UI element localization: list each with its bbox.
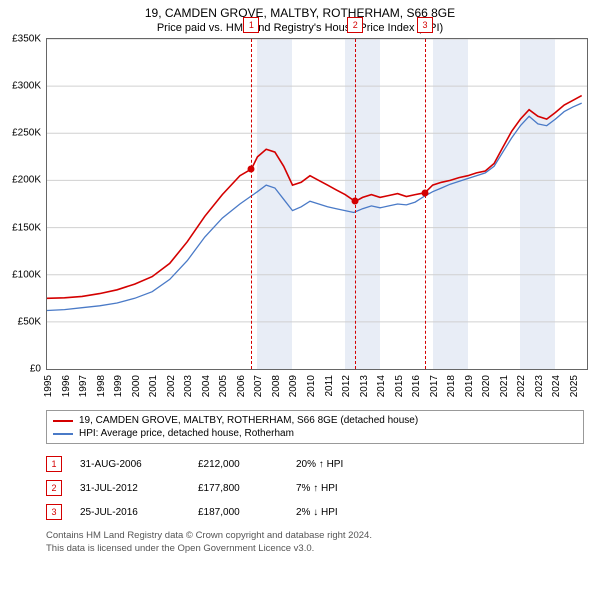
x-axis-label: 1996 xyxy=(61,375,72,397)
x-axis-label: 1997 xyxy=(78,375,89,397)
table-row: 1 31-AUG-2006 £212,000 20% ↑ HPI xyxy=(46,452,584,476)
table-row: 2 31-JUL-2012 £177,800 7% ↑ HPI xyxy=(46,476,584,500)
x-axis-label: 2005 xyxy=(218,375,229,397)
x-axis-label: 2017 xyxy=(429,375,440,397)
row-diff: 20% ↑ HPI xyxy=(296,459,386,470)
x-axis-label: 2010 xyxy=(306,375,317,397)
legend-item: HPI: Average price, detached house, Roth… xyxy=(53,427,577,440)
row-badge: 1 xyxy=(46,456,62,472)
x-axis-label: 2021 xyxy=(499,375,510,397)
x-axis-label: 2001 xyxy=(148,375,159,397)
marker-badge: 3 xyxy=(417,17,433,33)
y-axis-label: £250K xyxy=(12,128,41,139)
y-axis-label: £100K xyxy=(12,269,41,280)
legend-item: 19, CAMDEN GROVE, MALTBY, ROTHERHAM, S66… xyxy=(53,414,577,427)
footer-line: This data is licensed under the Open Gov… xyxy=(46,543,584,556)
marker-dot xyxy=(248,166,255,173)
legend-swatch xyxy=(53,433,73,435)
x-axis-label: 1998 xyxy=(96,375,107,397)
x-axis-label: 2009 xyxy=(288,375,299,397)
x-axis-label: 2020 xyxy=(481,375,492,397)
chart-subtitle: Price paid vs. HM Land Registry's House … xyxy=(0,20,600,38)
legend: 19, CAMDEN GROVE, MALTBY, ROTHERHAM, S66… xyxy=(46,410,584,444)
x-axis-label: 2002 xyxy=(166,375,177,397)
legend-swatch xyxy=(53,420,73,422)
marker-dot xyxy=(352,198,359,205)
x-axis-label: 2003 xyxy=(183,375,194,397)
y-axis-label: £300K xyxy=(12,81,41,92)
x-axis-label: 2019 xyxy=(464,375,475,397)
footer-attribution: Contains HM Land Registry data © Crown c… xyxy=(46,530,584,556)
table-row: 3 25-JUL-2016 £187,000 2% ↓ HPI xyxy=(46,500,584,524)
x-axis-label: 2006 xyxy=(236,375,247,397)
legend-label: HPI: Average price, detached house, Roth… xyxy=(79,428,294,439)
y-axis-label: £350K xyxy=(12,34,41,45)
marker-badge: 1 xyxy=(243,17,259,33)
x-axis-label: 2000 xyxy=(131,375,142,397)
x-axis-label: 2014 xyxy=(376,375,387,397)
chart-title: 19, CAMDEN GROVE, MALTBY, ROTHERHAM, S66… xyxy=(0,0,600,20)
x-axis-label: 2024 xyxy=(551,375,562,397)
y-axis-label: £0 xyxy=(30,364,41,375)
x-axis-label: 2004 xyxy=(201,375,212,397)
marker-badge: 2 xyxy=(347,17,363,33)
row-date: 31-JUL-2012 xyxy=(80,483,180,494)
x-axis-label: 2023 xyxy=(534,375,545,397)
x-axis-label: 2007 xyxy=(253,375,264,397)
x-axis-label: 1999 xyxy=(113,375,124,397)
x-axis-label: 1995 xyxy=(43,375,54,397)
y-axis-label: £50K xyxy=(18,316,41,327)
footer-line: Contains HM Land Registry data © Crown c… xyxy=(46,530,584,543)
x-axis-label: 2022 xyxy=(516,375,527,397)
x-axis-label: 2013 xyxy=(359,375,370,397)
series-line xyxy=(47,96,582,299)
row-badge: 3 xyxy=(46,504,62,520)
line-chart: £0£50K£100K£150K£200K£250K£300K£350K1995… xyxy=(46,38,588,370)
y-axis-label: £150K xyxy=(12,222,41,233)
x-axis-label: 2016 xyxy=(411,375,422,397)
x-axis-label: 2018 xyxy=(446,375,457,397)
x-axis-label: 2015 xyxy=(394,375,405,397)
row-badge: 2 xyxy=(46,480,62,496)
x-axis-label: 2008 xyxy=(271,375,282,397)
row-date: 31-AUG-2006 xyxy=(80,459,180,470)
x-axis-label: 2025 xyxy=(569,375,580,397)
marker-line xyxy=(425,39,426,369)
transactions-table: 1 31-AUG-2006 £212,000 20% ↑ HPI 2 31-JUL-201… xyxy=(46,452,584,524)
row-price: £212,000 xyxy=(198,459,278,470)
row-price: £177,800 xyxy=(198,483,278,494)
legend-label: 19, CAMDEN GROVE, MALTBY, ROTHERHAM, S66… xyxy=(79,415,418,426)
row-diff: 2% ↓ HPI xyxy=(296,507,386,518)
row-diff: 7% ↑ HPI xyxy=(296,483,386,494)
marker-dot xyxy=(422,189,429,196)
row-date: 25-JUL-2016 xyxy=(80,507,180,518)
marker-line xyxy=(251,39,252,369)
x-axis-label: 2011 xyxy=(324,375,335,397)
row-price: £187,000 xyxy=(198,507,278,518)
chart-svg xyxy=(47,39,587,369)
series-line xyxy=(47,103,582,310)
y-axis-label: £200K xyxy=(12,175,41,186)
x-axis-label: 2012 xyxy=(341,375,352,397)
